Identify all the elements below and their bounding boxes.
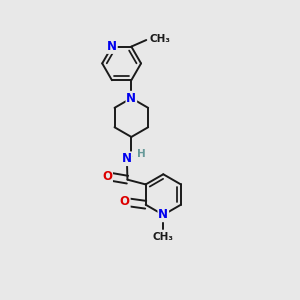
Text: N: N bbox=[126, 92, 136, 105]
Text: O: O bbox=[120, 195, 130, 208]
Text: N: N bbox=[158, 208, 168, 221]
Text: CH₃: CH₃ bbox=[150, 34, 171, 44]
Text: N: N bbox=[107, 40, 117, 53]
Text: N: N bbox=[122, 152, 132, 165]
Text: CH₃: CH₃ bbox=[153, 232, 174, 242]
Text: O: O bbox=[102, 170, 112, 183]
Text: H: H bbox=[137, 149, 146, 159]
